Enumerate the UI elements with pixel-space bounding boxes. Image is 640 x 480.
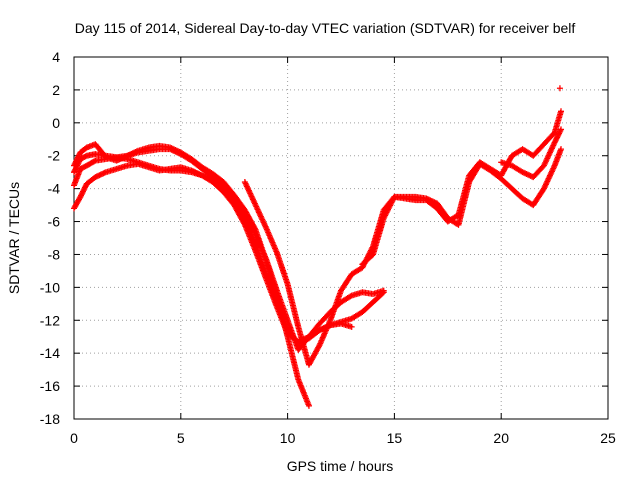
x-tick-label: 5	[177, 430, 185, 446]
data-point	[556, 85, 563, 92]
y-tick-label: -10	[40, 279, 60, 295]
x-tick-label: 0	[70, 430, 78, 446]
y-tick-label: 0	[52, 115, 60, 131]
y-tick-labels: 4 2 0 -2 -4 -6 -8 -10 -12 -14 -16 -18	[40, 49, 60, 427]
y-tick-label: -18	[40, 411, 60, 427]
y-tick-label: -14	[40, 345, 60, 361]
plot-frame	[73, 56, 609, 420]
data-point	[347, 293, 354, 300]
y-tick-label: 4	[52, 49, 60, 65]
chart-title: Day 115 of 2014, Sidereal Day-to-day VTE…	[75, 20, 576, 36]
x-tick-label: 25	[600, 430, 616, 446]
x-axis-label: GPS time / hours	[287, 458, 394, 474]
y-tick-label: -16	[40, 378, 60, 394]
y-tick-label: -4	[48, 181, 61, 197]
data-point	[380, 287, 387, 294]
data-point	[558, 126, 565, 133]
data-point	[91, 158, 98, 165]
x-tick-labels: 0 5 10 15 20 25	[70, 430, 616, 446]
data-point	[82, 153, 89, 160]
data-point	[251, 225, 258, 232]
y-tick-label: -12	[40, 312, 60, 328]
data-point	[305, 402, 312, 409]
data-points	[71, 85, 565, 409]
data-point	[315, 343, 322, 350]
data-point	[558, 146, 565, 153]
data-point	[348, 323, 355, 330]
x-tick-label: 10	[280, 430, 296, 446]
x-tick-label: 20	[493, 430, 509, 446]
axis-ticks	[73, 56, 609, 420]
series-8	[556, 85, 563, 92]
y-tick-label: 2	[52, 82, 60, 98]
y-tick-label: -2	[48, 148, 61, 164]
x-tick-label: 15	[387, 430, 403, 446]
grid-lines	[74, 57, 608, 419]
y-tick-label: -8	[48, 246, 61, 262]
data-point	[558, 108, 565, 115]
series-7	[498, 126, 565, 181]
series-4	[71, 141, 312, 409]
y-tick-label: -6	[48, 214, 61, 230]
y-axis-label: SDTVAR / TECUs	[6, 182, 22, 294]
